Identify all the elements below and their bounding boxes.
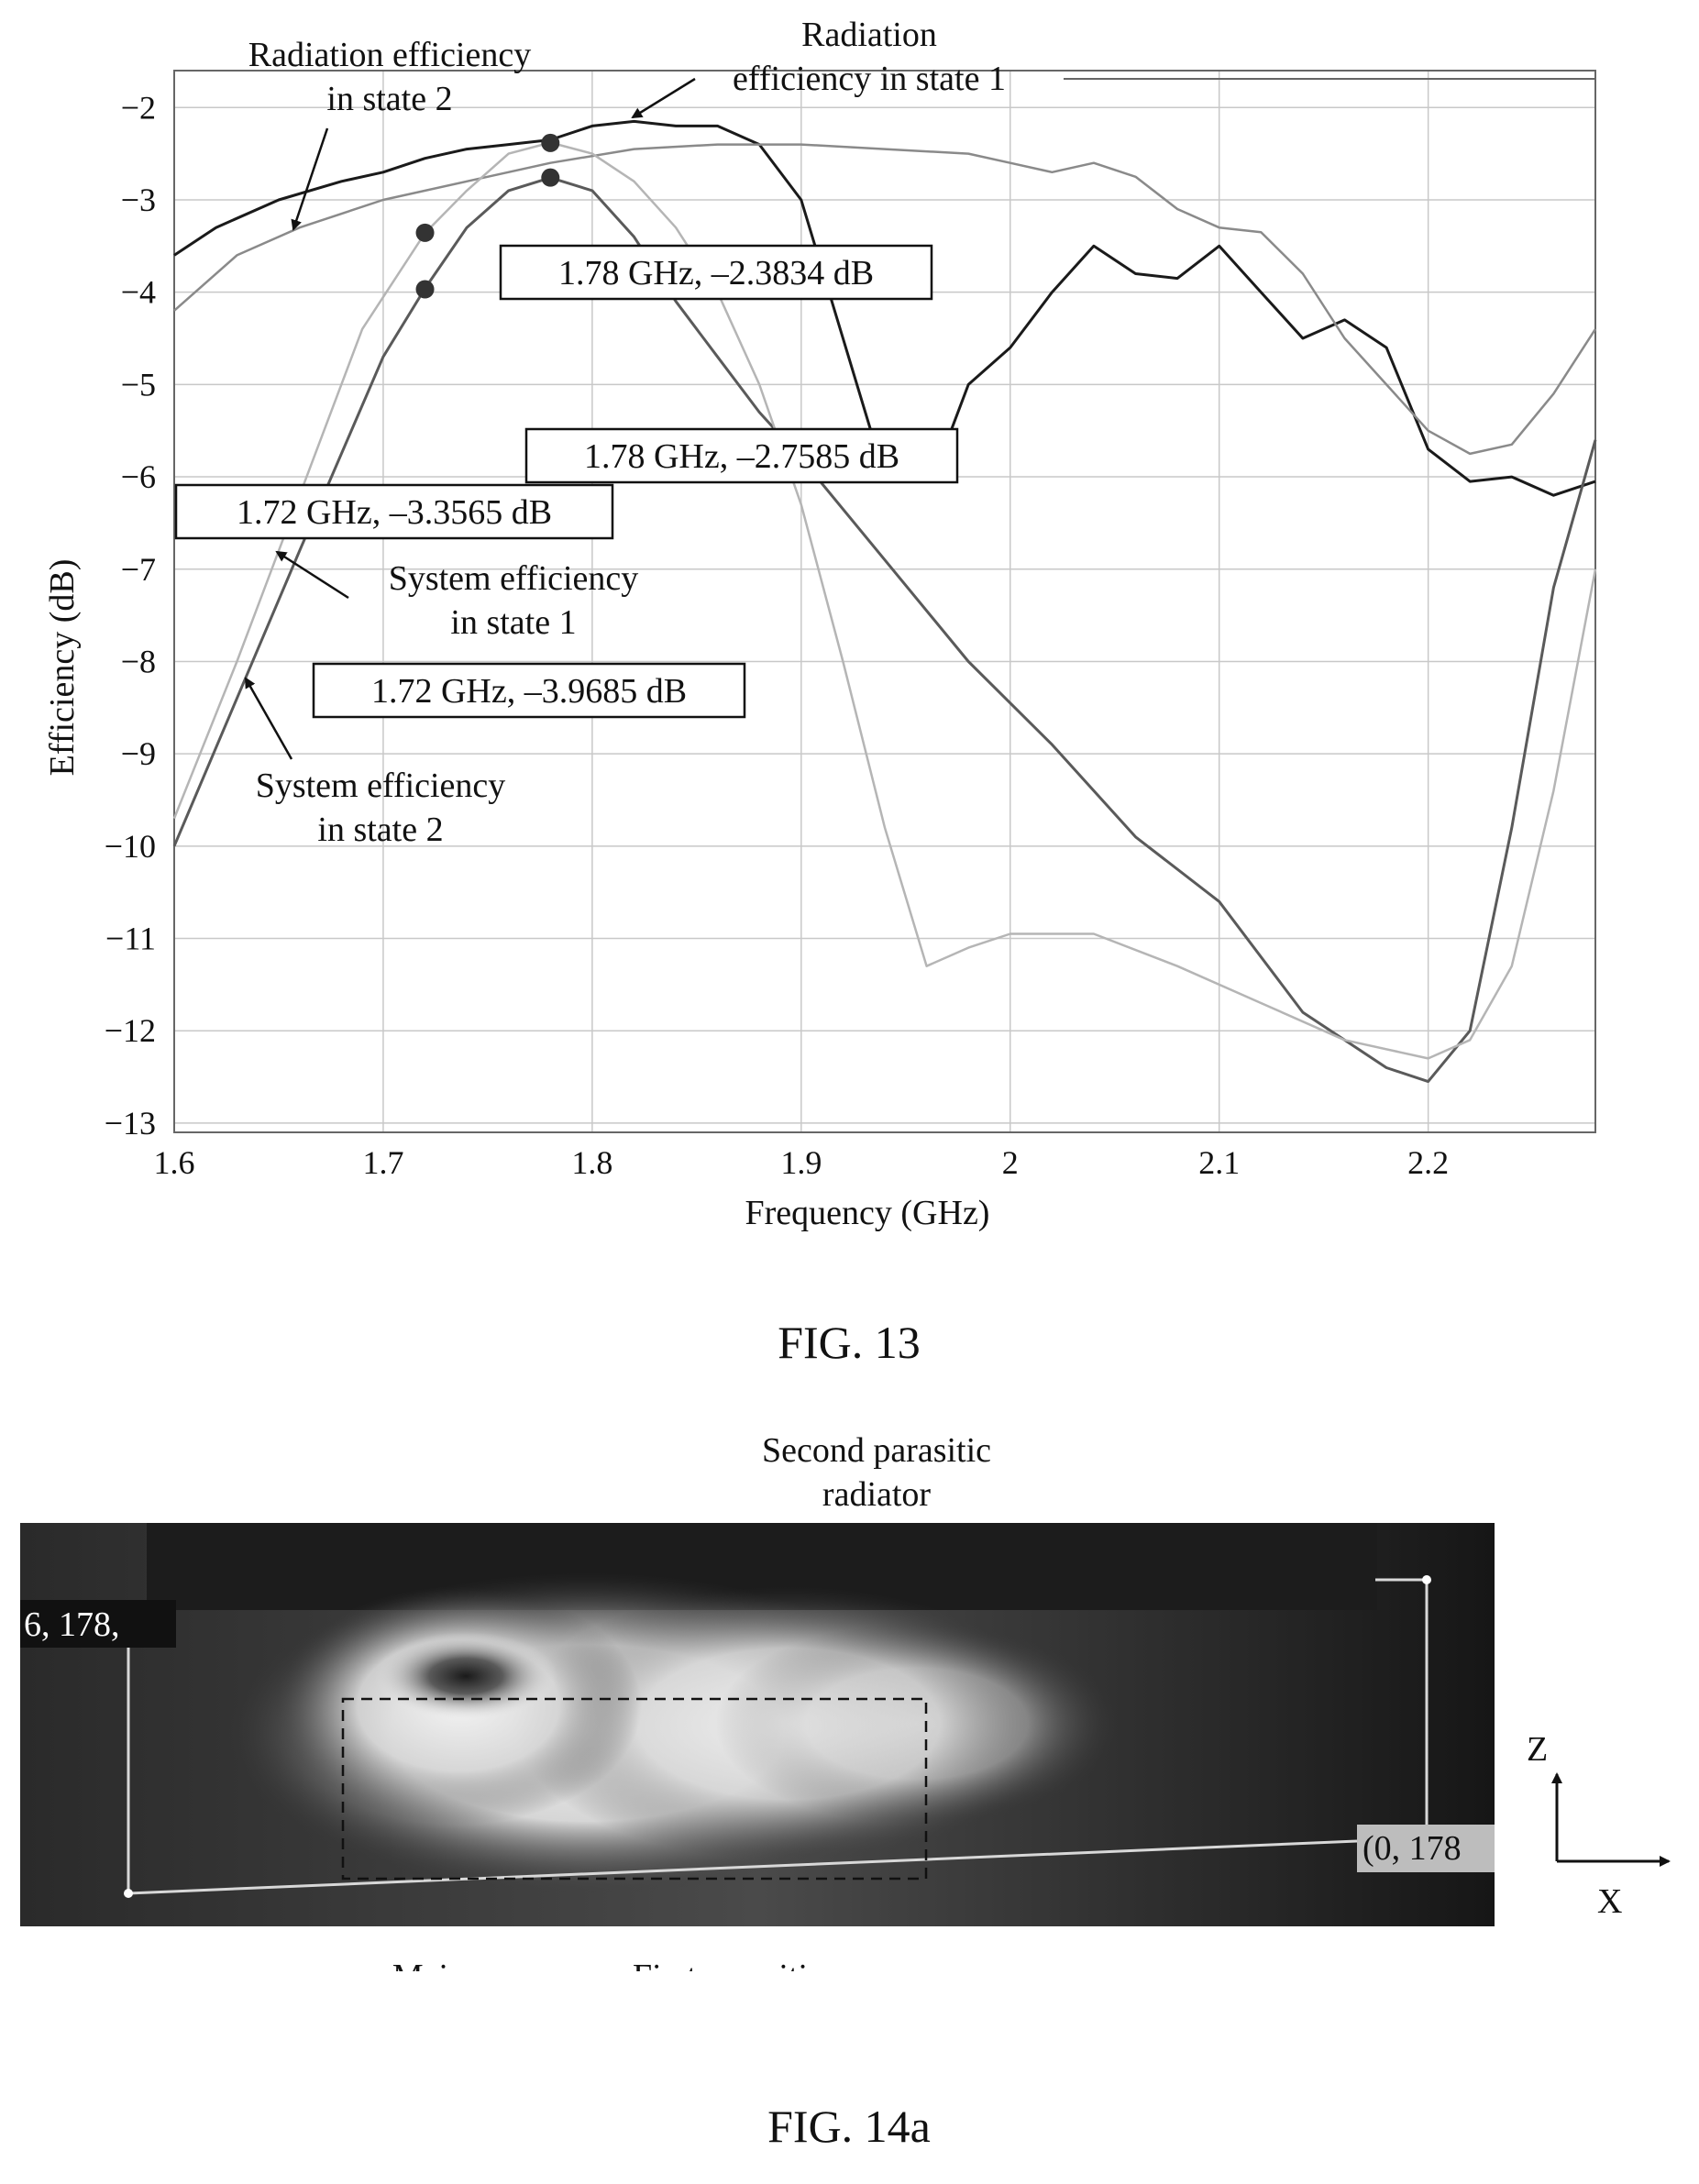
first-parasitic-label-line1: First parasitic xyxy=(633,1958,823,1971)
box-172-rad-text: 1.72 GHz, –3.3565 dB xyxy=(237,493,552,532)
y-tick-label: −12 xyxy=(105,1012,156,1049)
y-tick-label: −13 xyxy=(105,1105,156,1142)
label-system-state2-line2: in state 2 xyxy=(317,811,443,849)
label-radiation-state1-line1: Radiation xyxy=(801,16,937,54)
label-system-state2-line1: System efficiency xyxy=(256,767,506,805)
y-axis-title: Efficiency (dB) xyxy=(43,559,82,777)
y-tick-label: −7 xyxy=(121,551,156,588)
y-tick-labels: −2 −3 −4 −5 −6 −7 −8 −9 −10 −11 −12 −13 xyxy=(105,89,156,1142)
y-tick-label: −2 xyxy=(121,89,156,126)
y-tick-label: −4 xyxy=(121,274,156,311)
x-tick-label: 2.2 xyxy=(1407,1144,1449,1181)
y-tick-label: −9 xyxy=(121,735,156,772)
series-line-3 xyxy=(172,176,1597,1084)
fig14a-caption: FIG. 14a xyxy=(767,2101,931,2152)
fig13-caption: FIG. 13 xyxy=(778,1317,921,1368)
rad2-arrow xyxy=(291,127,329,231)
box-178-sys xyxy=(524,427,959,484)
box-178-rad xyxy=(499,244,933,301)
y-tick-label: −8 xyxy=(121,643,156,679)
x-tick-label: 2.1 xyxy=(1198,1144,1240,1181)
second-parasitic-label-line1: Second parasitic xyxy=(762,1431,991,1470)
box-178-rad-text: 1.78 GHz, –2.3834 dB xyxy=(558,254,874,292)
label-system-state1-line2: in state 1 xyxy=(450,603,576,642)
label-system-state1-line1: System efficiency xyxy=(389,559,639,598)
efficiency-chart: 1.6 1.7 1.8 1.9 2 2.1 2.2 −2−3−4−5−6−7−8−9−10−… xyxy=(43,16,1597,1232)
marker-layer xyxy=(415,133,560,299)
z-axis-label: Z xyxy=(1527,1730,1548,1769)
series-line-4 xyxy=(172,141,1597,1060)
sys1-arrow xyxy=(275,550,349,600)
corner-point-left xyxy=(124,1889,133,1898)
coord-right-text: (0, 178 xyxy=(1363,1829,1462,1868)
data-marker xyxy=(541,133,560,152)
x-axis-label: X xyxy=(1597,1882,1622,1921)
y-tick-label: −3 xyxy=(121,182,156,218)
x-tick-label: 2 xyxy=(1002,1144,1019,1181)
x-axis-title: Frequency (GHz) xyxy=(745,1194,990,1232)
x-tick-labels: 1.6 1.7 1.8 1.9 2 2.1 2.2 xyxy=(154,1144,1450,1181)
main-radiator-outline xyxy=(341,1697,928,1881)
box-172-rad xyxy=(174,483,614,540)
label-radiation-state1-line2: efficiency in state 1 xyxy=(733,60,1006,98)
y-tick-label: −11 xyxy=(105,921,156,957)
corner-point-right xyxy=(1422,1575,1431,1584)
data-marker xyxy=(415,280,435,299)
outline-bottom-edge xyxy=(127,1839,1358,1895)
field-distribution-figure: Second parasitic radiator 6, 178, (0, 17… xyxy=(20,1431,1671,1971)
x-tick-label: 1.7 xyxy=(362,1144,403,1181)
plot-frame xyxy=(173,70,1596,1133)
box-178-sys-text: 1.78 GHz, –2.7585 dB xyxy=(584,437,899,476)
label-radiation-state2-line1: Radiation efficiency xyxy=(248,36,531,74)
box-172-sys-text: 1.72 GHz, –3.9685 dB xyxy=(371,672,687,711)
y-tick-label: −5 xyxy=(121,366,156,403)
label-radiation-state2-line2: in state 2 xyxy=(326,80,452,118)
data-marker xyxy=(415,223,435,242)
box-172-sys xyxy=(312,662,746,719)
x-tick-label: 1.6 xyxy=(154,1144,195,1181)
rad1-arrow xyxy=(631,77,696,119)
second-parasitic-label-line2: radiator xyxy=(822,1475,932,1514)
y-tick-label: −6 xyxy=(121,458,156,495)
x-tick-label: 1.9 xyxy=(780,1144,822,1181)
y-tick-label: −10 xyxy=(105,828,156,865)
coord-right-bg xyxy=(1357,1825,1495,1872)
x-tick-label: 1.8 xyxy=(571,1144,612,1181)
main-radiator-label-line1: Main xyxy=(392,1958,466,1971)
sys2-arrow xyxy=(244,677,293,760)
coord-left-bg xyxy=(20,1600,176,1648)
chart-grid xyxy=(173,71,1595,1132)
data-marker xyxy=(541,168,560,187)
coord-left-text: 6, 178, xyxy=(24,1605,120,1644)
